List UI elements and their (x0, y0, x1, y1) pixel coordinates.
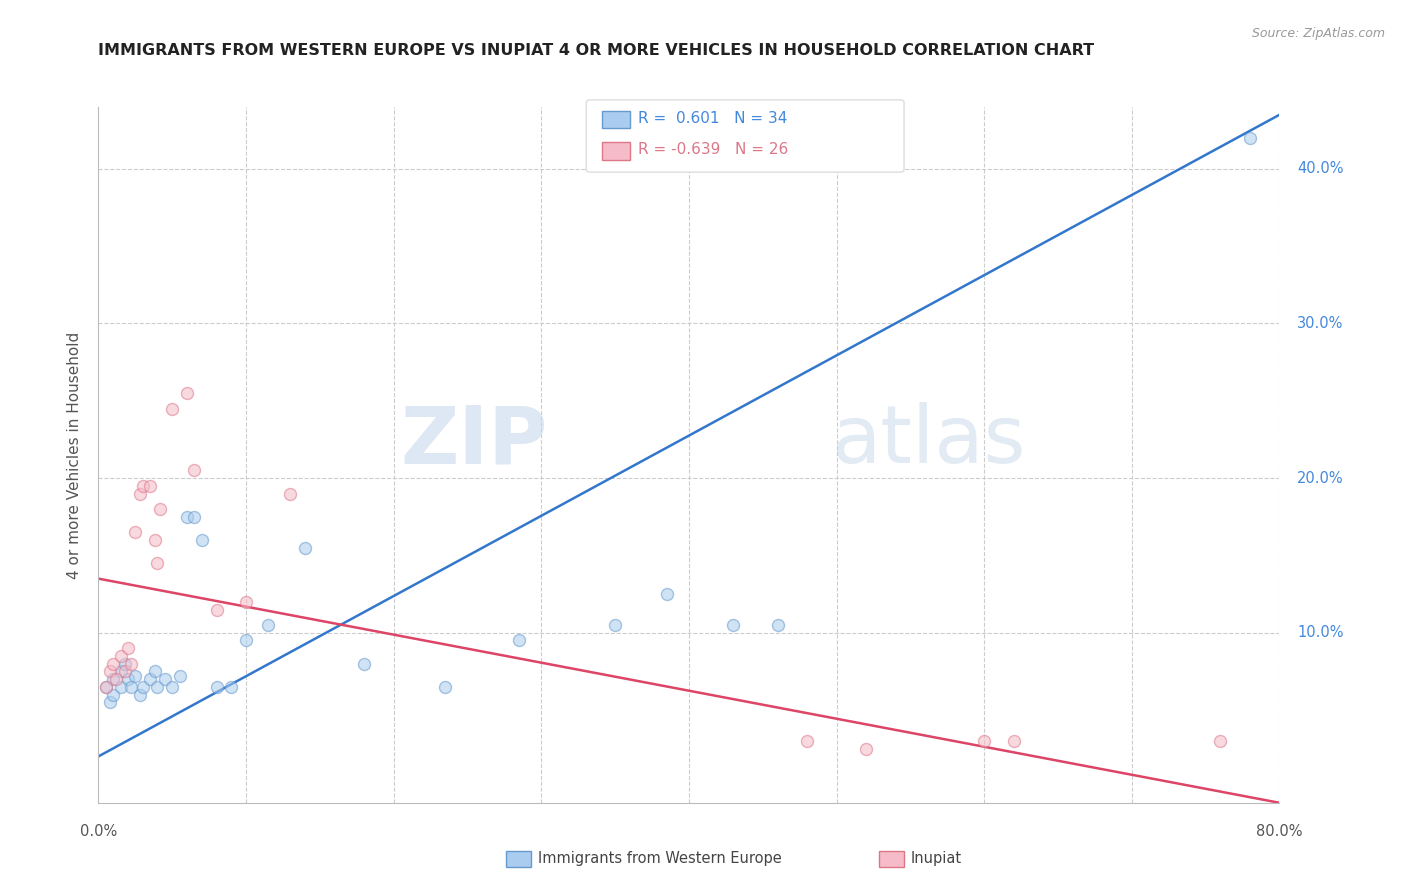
Point (143, 533, 166, 547)
Text: 40.0%: 40.0% (1298, 161, 1344, 177)
Text: IMMIGRANTS FROM WESTERN EUROPE VS INUPIAT 4 OR MORE VEHICLES IN HOUSEHOLD CORREL: IMMIGRANTS FROM WESTERN EUROPE VS INUPIA… (98, 43, 1094, 58)
Point (114, 665, 136, 679)
Point (973, 734, 995, 748)
Point (139, 672, 162, 686)
Point (205, 602, 228, 616)
Point (149, 502, 172, 516)
Text: 10.0%: 10.0% (1298, 625, 1344, 640)
Text: atlas: atlas (831, 402, 1025, 480)
Point (294, 541, 316, 555)
Text: ZIP: ZIP (399, 402, 547, 480)
Point (124, 669, 146, 683)
Point (94, 680, 117, 694)
Point (103, 688, 125, 702)
Point (721, 618, 744, 632)
Point (1239, 131, 1261, 145)
Point (219, 680, 242, 694)
Text: 30.0%: 30.0% (1298, 316, 1344, 331)
Point (153, 672, 176, 686)
Point (120, 657, 142, 671)
Point (434, 680, 457, 694)
Point (110, 648, 132, 663)
Point (128, 486, 150, 500)
Point (176, 509, 198, 524)
Point (766, 618, 789, 632)
Point (605, 618, 627, 632)
Point (162, 401, 183, 416)
Point (103, 672, 125, 686)
Point (257, 618, 280, 632)
Text: Immigrants from Western Europe: Immigrants from Western Europe (538, 851, 782, 865)
Point (655, 587, 678, 601)
Point (146, 680, 169, 694)
Point (855, 741, 877, 756)
Point (162, 680, 183, 694)
Text: Source: ZipAtlas.com: Source: ZipAtlas.com (1251, 27, 1385, 40)
Point (146, 556, 169, 570)
Point (278, 486, 302, 500)
Point (128, 688, 150, 702)
Point (235, 595, 257, 609)
Point (353, 657, 375, 671)
Text: 0.0%: 0.0% (80, 823, 117, 838)
Point (110, 665, 132, 679)
Point (98, 695, 121, 709)
Point (132, 680, 155, 694)
Text: 80.0%: 80.0% (1256, 823, 1303, 838)
Point (124, 525, 146, 540)
Y-axis label: 4 or more Vehicles in Household: 4 or more Vehicles in Household (67, 331, 83, 579)
Point (176, 386, 198, 401)
Point (139, 479, 162, 493)
Point (103, 657, 125, 671)
Point (169, 669, 191, 683)
Point (508, 633, 530, 648)
Text: Inupiat: Inupiat (911, 851, 962, 865)
Point (796, 734, 818, 748)
Text: 20.0%: 20.0% (1298, 471, 1344, 485)
Point (1002, 734, 1025, 748)
Point (110, 680, 132, 694)
Point (114, 657, 136, 671)
Point (191, 533, 214, 547)
Point (143, 665, 166, 679)
Point (1209, 734, 1232, 748)
Text: R =  0.601   N = 34: R = 0.601 N = 34 (638, 112, 787, 126)
Point (235, 633, 257, 648)
Point (94, 680, 117, 694)
Point (120, 680, 142, 694)
Point (98, 665, 121, 679)
Point (117, 672, 139, 686)
Point (205, 680, 228, 694)
Point (132, 479, 155, 493)
Point (105, 672, 128, 686)
Point (117, 641, 139, 656)
Text: R = -0.639   N = 26: R = -0.639 N = 26 (638, 143, 789, 157)
Point (183, 463, 205, 477)
Point (183, 509, 205, 524)
